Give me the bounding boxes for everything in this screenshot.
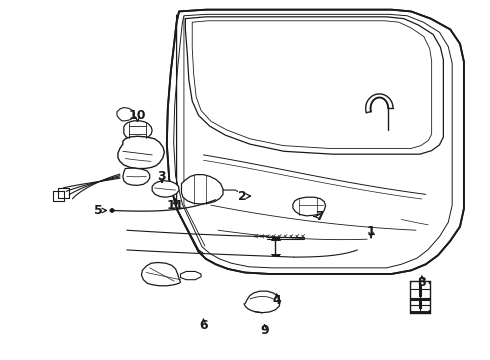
- Text: 7: 7: [315, 210, 323, 223]
- Polygon shape: [293, 197, 326, 216]
- Circle shape: [110, 209, 114, 212]
- Text: 10: 10: [129, 109, 146, 122]
- Text: 8: 8: [417, 276, 426, 289]
- Polygon shape: [167, 10, 464, 274]
- Polygon shape: [142, 262, 180, 286]
- Text: 3: 3: [158, 170, 166, 183]
- Text: 4: 4: [272, 294, 281, 307]
- Polygon shape: [124, 121, 152, 139]
- Polygon shape: [117, 108, 135, 121]
- Text: 5: 5: [94, 204, 103, 217]
- Text: 2: 2: [238, 190, 247, 203]
- Text: 9: 9: [260, 324, 269, 337]
- Polygon shape: [123, 168, 150, 185]
- Polygon shape: [118, 136, 164, 168]
- Polygon shape: [152, 181, 179, 197]
- Text: 1: 1: [367, 225, 375, 238]
- Text: 6: 6: [199, 319, 208, 332]
- Text: 11: 11: [167, 199, 184, 212]
- Polygon shape: [180, 271, 201, 280]
- Polygon shape: [181, 175, 223, 204]
